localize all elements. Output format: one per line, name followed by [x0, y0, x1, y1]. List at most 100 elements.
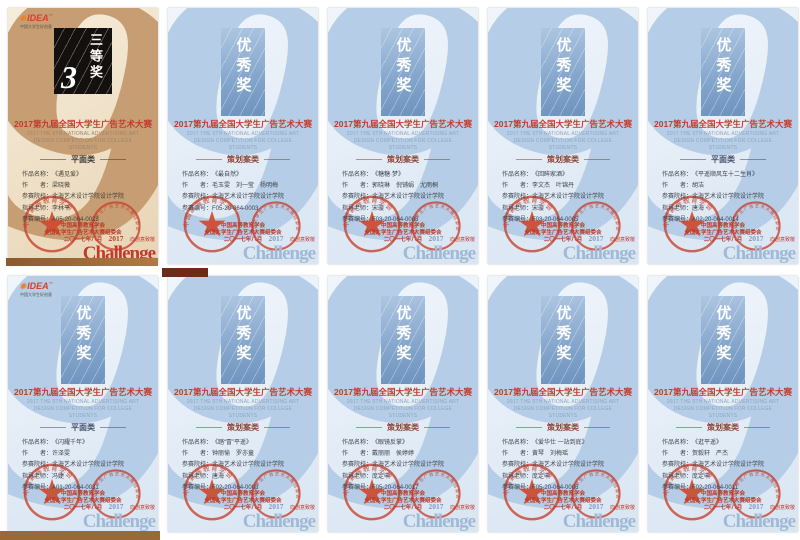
category-rule-right [100, 427, 126, 428]
star-icon [38, 478, 66, 505]
field-value: 《闪耀千年》 [52, 440, 89, 446]
challenge-tagline: 向创意致敬 [449, 505, 475, 511]
field-label: 参赛编号： [182, 484, 213, 491]
challenge-wordmark: Challenge [562, 243, 636, 264]
stamp-line: 二〇一七年八月 [703, 237, 743, 244]
competition-subtitle-en: 2017 THE 9TH NATIONAL ADVERTISING ART DE… [186, 131, 300, 151]
category-label-text: 策划案类 [387, 423, 419, 432]
challenge-logo: 2017 向创意致敬 Challenge [563, 497, 636, 531]
award-badge-lines [541, 28, 585, 116]
competition-title: 2017第九届全国大学生广告艺术大赛 [334, 119, 472, 129]
award-badge: 优秀奖 [381, 28, 425, 116]
stamp-text-lines: 中国高等教育学会 全国大学生广告艺术大赛组委会 二〇一七年八月 [176, 223, 310, 244]
field-label: 指导老师： [502, 473, 533, 480]
field-value: 《爱华仕 一站到底》 [532, 440, 588, 446]
challenge-logo: 2017 向创意致敬 Challenge [243, 229, 316, 263]
field-row: 参赛院校： 北海艺术设计学院设计学院 [342, 194, 474, 200]
challenge-wordmark: Challenge [722, 243, 796, 264]
committee-stamp: 全国大学生广告艺术大赛组委会 [251, 469, 301, 519]
competition-title: 2017第九届全国大学生广告艺术大赛 [494, 387, 632, 397]
challenge-logo-top: 2017 向创意致敬 [723, 229, 795, 245]
field-label: 作 者： [22, 451, 53, 458]
stamp-line: 中国高等教育学会 [60, 223, 105, 229]
challenge-logo: 2017 向创意致敬 Challenge [83, 497, 156, 531]
field-row: 作 者： 郭晓琳 倪铺娟 尤雨桐 [342, 183, 474, 189]
committee-stamp: 全国大学生广告艺术大赛组委会 [571, 201, 621, 251]
stamp-line: 全国大学生广告艺术大赛组委会 [44, 230, 122, 237]
award-title: 优秀奖 [554, 37, 572, 97]
field-row: 作品名称： 《平遥顺风车十二生肖》 [662, 172, 794, 178]
official-stamps: 中国高等教育学会 全国大学生广告艺术大赛组委会 中国高等教育学会 全国大学生广告… [656, 193, 790, 259]
category-rule-right [424, 427, 450, 428]
official-stamps: 中国高等教育学会 全国大学生广告艺术大赛组委会 中国高等教育学会 全国大学生广告… [496, 193, 630, 259]
field-label: 参赛编号： [22, 216, 53, 223]
field-row: 作 者： 梁晓薇 [22, 183, 154, 189]
official-stamps: 中国高等教育学会 全国大学生广告艺术大赛组委会 中国高等教育学会 全国大学生广告… [16, 461, 150, 527]
star-icon [198, 478, 226, 505]
field-label: 作品名称： [182, 172, 213, 178]
field-value: F05-20-064-0003 [212, 205, 259, 212]
education-society-stamp: 中国高等教育学会 [22, 195, 81, 253]
field-row: 作品名称： 《遇见爱》 [22, 172, 154, 178]
field-row: 参赛院校： 北海艺术设计学院设计学院 [182, 194, 314, 200]
field-value: 《最自然》 [212, 172, 243, 178]
field-value: 《平遥顺风车十二生肖》 [692, 172, 759, 178]
field-value: 北海艺术设计学院设计学院 [212, 194, 285, 201]
field-label: 作品名称： [22, 172, 53, 178]
field-value: 李文杰 叶锦丹 [532, 183, 575, 190]
certificate: 9 ✹IDEA™ 中国大学生好创意 优秀奖 2017第九届全国大学生广告艺术大赛… [8, 276, 158, 532]
category-label: 平面类 [648, 154, 798, 165]
category-label-text: 平面类 [71, 155, 95, 164]
committee-stamp: 全国大学生广告艺术大赛组委会 [411, 201, 461, 251]
idea-logo: ✹IDEA™ 中国大学生好创意 [13, 14, 59, 31]
stamp-line: 全国大学生广告艺术大赛组委会 [684, 230, 762, 237]
challenge-wordmark: Challenge [242, 511, 316, 532]
idea-logo-mark: ✹IDEA™ [13, 14, 59, 23]
field-row: 参赛院校： 北海艺术设计学院设计学院 [182, 462, 314, 468]
star-icon [38, 210, 66, 237]
cert-fields: 作品名称： 《闪耀千年》作 者： 许泽雯 参赛院校： 北海艺术设计学院设计学院 指导老师：… [22, 440, 154, 496]
field-row: 指导老师： 庞定申 [662, 474, 794, 480]
field-row: 参赛编号： F03-20-064-0006 [342, 217, 474, 223]
award-badge: 三等奖 3 [54, 28, 112, 94]
challenge-logo: 2017 向创意致敬 Challenge [723, 497, 796, 531]
stamp-line: 二〇一七年八月 [703, 505, 743, 512]
stamp-text-lines: 中国高等教育学会 全国大学生广告艺术大赛组委会 二〇一七年八月 [496, 223, 630, 244]
challenge-logo-top: 2017 向创意致敬 [243, 497, 315, 513]
category-rule-left [196, 427, 222, 428]
cert-fields: 作品名称： 《遇见爱》作 者： 梁晓薇 参赛院校： 北海艺术设计学院设计学院 指导老师：李… [22, 172, 154, 228]
award-title: 优秀奖 [74, 305, 92, 365]
field-label: 作品名称： [182, 440, 213, 446]
cert-fields: 作品名称： 《回眸家酒》作 者： 李文杰 叶锦丹 参赛院校： 北海艺术设计学院设计学院指… [502, 172, 634, 228]
category-rule-right [744, 427, 770, 428]
field-row: 作 者： 毛玉雯 刘一莹 杨明梅 [182, 183, 314, 189]
challenge-year: 2017 [748, 502, 764, 511]
field-label: 作 者： [662, 451, 693, 458]
education-society-stamp: 中国高等教育学会 [342, 195, 401, 253]
competition-title: 2017第九届全国大学生广告艺术大赛 [654, 387, 792, 397]
category-label: 策划案类 [488, 422, 638, 433]
field-row: 指导老师： 庞定申 [342, 474, 474, 480]
competition-subtitle-en: 2017 THE 9TH NATIONAL ADVERTISING ART DE… [506, 131, 620, 151]
competition-title: 2017第九届全国大学生广告艺术大赛 [174, 387, 312, 397]
field-row: 作品名称： 《逛平遥》 [662, 440, 794, 446]
competition-subtitle-en: 2017 THE 9TH NATIONAL ADVERTISING ART DE… [666, 131, 780, 151]
field-label: 参赛编号： [342, 216, 373, 223]
field-value: 庞定申 [372, 473, 391, 480]
field-label: 作 者： [342, 451, 373, 458]
competition-subtitle-en: 2017 THE 9TH NATIONAL ADVERTISING ART DE… [26, 399, 140, 419]
education-society-stamp: 中国高等教育学会 [182, 195, 241, 253]
field-row: 指导老师： 李林平 [22, 206, 154, 212]
field-row: 作 者： 许泽雯 [22, 451, 154, 457]
field-label: 参赛院校： [502, 462, 533, 469]
category-label-text: 策划案类 [547, 423, 579, 432]
award-badge: 优秀奖 [701, 28, 745, 116]
idea-logo-text: IDEA [27, 281, 49, 291]
field-value: 《遇见爱》 [52, 172, 83, 178]
stamp-line: 中国高等教育学会 [380, 223, 425, 229]
stamp-line: 二〇一七年八月 [543, 237, 583, 244]
category-rule-right [424, 159, 450, 160]
challenge-year: 2017 [428, 502, 444, 511]
stamp-line: 中国高等教育学会 [220, 223, 265, 229]
stamp-line: 中国高等教育学会 [220, 491, 265, 497]
